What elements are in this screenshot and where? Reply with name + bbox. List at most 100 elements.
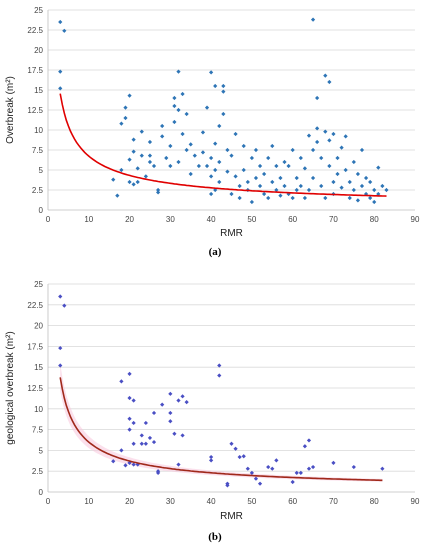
data-point [209, 174, 214, 179]
data-point [290, 479, 295, 485]
data-point [286, 191, 291, 197]
data-point [196, 163, 201, 169]
data-point [257, 481, 263, 486]
data-point [172, 95, 177, 101]
data-point [347, 195, 352, 201]
data-point [127, 179, 132, 185]
data-point [147, 435, 153, 441]
x-tick-label: 50 [247, 215, 256, 224]
data-point [213, 141, 218, 146]
data-point [180, 394, 185, 399]
data-point [225, 483, 230, 488]
data-point [111, 459, 116, 464]
data-point [229, 441, 234, 446]
data-point [359, 147, 365, 153]
data-point [127, 93, 132, 98]
trendline-b [59, 377, 383, 482]
data-point [249, 155, 254, 161]
data-point [139, 129, 144, 134]
data-point [323, 129, 328, 134]
x-tick-label: 10 [84, 215, 93, 224]
data-point [147, 153, 153, 158]
x-tick-label: 20 [125, 215, 134, 224]
data-point [294, 175, 299, 181]
data-point [310, 175, 316, 181]
y-tick-label: 25 [34, 280, 43, 289]
y-tick-label: 5 [39, 166, 44, 175]
data-point [278, 193, 283, 198]
data-point [164, 155, 169, 161]
data-point [160, 402, 165, 407]
y-tick-label: 7.5 [32, 426, 44, 435]
data-point [127, 371, 132, 376]
x-tick-label: 60 [288, 497, 297, 506]
data-point [233, 446, 238, 451]
data-point [290, 195, 295, 201]
data-point [217, 123, 222, 129]
y-axis-label-b: geological overbreak (m²) [5, 331, 16, 444]
data-point [147, 159, 153, 165]
data-point [119, 167, 124, 173]
data-point [188, 142, 193, 147]
data-point [209, 191, 214, 197]
data-point [335, 171, 340, 177]
data-point [192, 153, 197, 158]
data-point [176, 159, 181, 165]
data-point [209, 70, 214, 75]
data-point [241, 454, 246, 459]
data-point [323, 195, 328, 201]
data-point [58, 345, 63, 351]
data-point [257, 183, 263, 189]
data-point [290, 147, 295, 153]
data-point [343, 167, 348, 173]
scatter-points-b [58, 294, 385, 488]
data-point [274, 187, 279, 193]
data-point [335, 155, 340, 161]
data-point [127, 416, 132, 421]
data-point [253, 147, 259, 153]
data-point [204, 163, 210, 169]
data-point [204, 105, 210, 110]
data-point [156, 187, 161, 193]
data-point [253, 476, 259, 481]
data-point [262, 191, 267, 197]
data-point [147, 139, 153, 145]
data-point [315, 126, 320, 131]
data-point [266, 155, 271, 161]
data-point [306, 438, 312, 443]
data-point [176, 69, 181, 74]
x-axis-label-b: RMR [220, 511, 243, 522]
y-tick-label: 0 [39, 206, 44, 215]
chart-panel-a: 0 10 20 30 40 50 60 70 80 90 0 2.5 5 7.5 10 12.5 15 17.5… [5, 6, 420, 258]
data-point [200, 130, 206, 135]
data-point [306, 466, 312, 471]
data-point [237, 454, 242, 460]
data-point [172, 103, 177, 109]
trendline-a [59, 93, 387, 197]
data-point [184, 147, 189, 153]
data-point [176, 462, 181, 467]
data-point [131, 149, 136, 154]
data-point [221, 111, 226, 117]
data-point [200, 150, 206, 155]
data-point [351, 187, 356, 193]
data-point [331, 460, 336, 465]
data-point [217, 159, 222, 165]
data-point [278, 175, 283, 181]
data-point [135, 179, 140, 185]
y-tick-label: 7.5 [32, 146, 44, 155]
data-point [298, 183, 303, 189]
x-tick-label: 30 [166, 497, 175, 506]
data-point [180, 91, 185, 97]
data-point [139, 441, 144, 446]
panel-label-b: (b) [208, 531, 222, 543]
data-point [294, 187, 299, 193]
y-tick-label: 0 [39, 488, 44, 497]
gridlines-b [47, 283, 415, 493]
data-point [123, 115, 128, 121]
data-point [270, 179, 275, 185]
data-point [380, 466, 385, 471]
data-point [351, 159, 356, 165]
data-point [249, 470, 254, 475]
